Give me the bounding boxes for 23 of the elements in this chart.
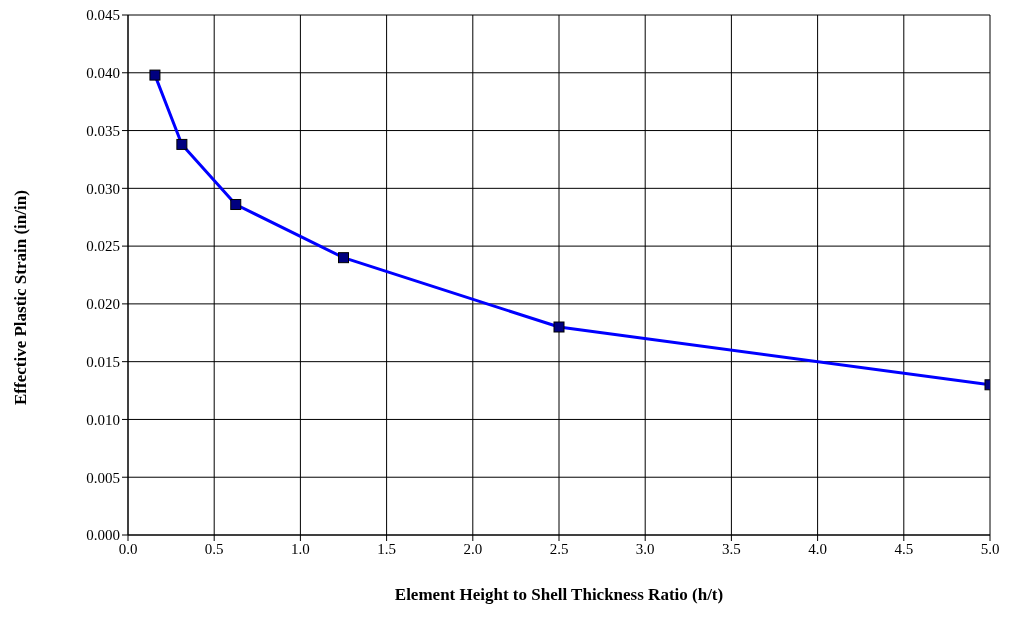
y-tick-label: 0.005 [86, 469, 120, 486]
y-axis-title: Effective Plastic Strain (in/in) [11, 190, 31, 405]
x-tick-label: 1.0 [291, 540, 310, 557]
y-tick-label: 0.010 [86, 411, 120, 428]
x-tick-label: 5.0 [980, 540, 1000, 557]
y-tick-label: 0.035 [86, 122, 120, 139]
x-tick-label: 3.5 [722, 540, 741, 557]
y-tick-label: 0.030 [86, 180, 120, 197]
x-tick-label: 2.0 [463, 540, 483, 557]
x-tick-label: 3.0 [635, 540, 655, 557]
x-tick-label: 4.0 [808, 540, 827, 557]
y-tick-label: 0.025 [86, 238, 120, 255]
x-axis-title: Element Height to Shell Thickness Ratio (h/t) [394, 585, 724, 604]
y-tick-label: 0.040 [86, 65, 120, 82]
x-tick-label: 0.5 [204, 540, 224, 557]
y-tick-label: 0.045 [86, 7, 120, 24]
x-tick-label: 1.5 [377, 540, 396, 557]
x-tick-label: 4.5 [894, 540, 914, 557]
y-tick-label: 0.015 [86, 353, 120, 370]
y-tick-label: 0.020 [86, 296, 120, 313]
x-tick-label: 2.5 [549, 540, 569, 557]
x-tick-label: 0.0 [118, 540, 138, 557]
y-tick-label: 0.000 [86, 527, 120, 544]
